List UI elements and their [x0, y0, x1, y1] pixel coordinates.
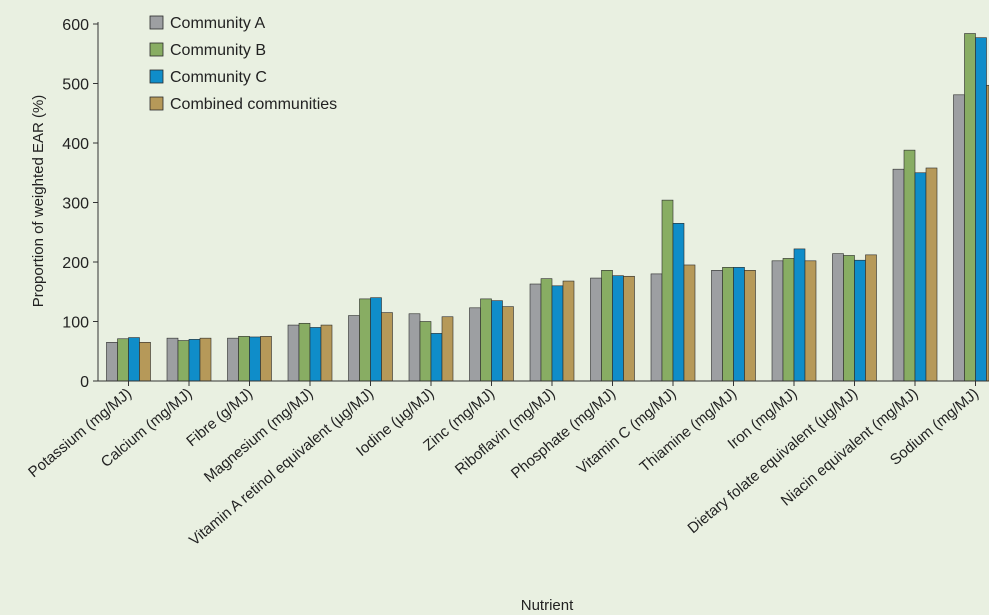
legend-label: Combined communities	[170, 96, 337, 113]
bar	[381, 312, 393, 382]
bar	[623, 275, 635, 382]
bar	[744, 270, 756, 382]
y-axis-title: Proportion of weighted EAR (%)	[30, 95, 47, 308]
bar	[298, 322, 311, 382]
bar	[408, 313, 421, 382]
bar	[854, 259, 866, 382]
bar	[529, 283, 542, 382]
bar	[771, 260, 784, 382]
legend-label: Community A	[170, 15, 265, 32]
bar	[562, 280, 575, 382]
bar	[430, 333, 443, 382]
x-axis-title: Nutrient	[521, 597, 574, 614]
legend-label: Community B	[170, 42, 266, 59]
bar	[672, 223, 685, 382]
bar	[722, 267, 734, 382]
bar	[348, 315, 360, 382]
x-tick-label: Phosphate (mg/MJ)	[508, 385, 619, 482]
bar	[650, 273, 663, 382]
y-axis: 0 100 200 300 400 500 600	[62, 17, 99, 391]
bar	[601, 270, 613, 382]
bar	[260, 336, 272, 382]
legend-swatch	[149, 69, 164, 84]
bar	[287, 324, 300, 382]
bar	[551, 285, 564, 382]
bar	[953, 94, 965, 382]
bar	[661, 199, 674, 382]
bar	[139, 342, 151, 382]
bar	[612, 275, 624, 382]
bar	[711, 270, 723, 382]
bar	[370, 297, 382, 382]
bar	[227, 337, 239, 382]
bar	[249, 336, 261, 382]
bar	[502, 306, 514, 382]
bar	[590, 277, 602, 382]
bar	[914, 172, 927, 382]
legend-label: Community C	[170, 69, 267, 86]
bar	[843, 255, 855, 382]
y-tick-label: 200	[62, 255, 89, 272]
bar	[177, 340, 190, 382]
bar	[903, 149, 916, 382]
bar	[892, 168, 905, 382]
legend-swatch	[149, 42, 164, 57]
x-tick-label: Potassium (mg/MJ)	[25, 385, 135, 481]
x-axis: Potassium (mg/MJ)Calcium (mg/MJ)Fibre (g…	[25, 380, 989, 549]
bar	[540, 278, 553, 382]
bar	[804, 260, 817, 382]
legend-swatch	[149, 15, 164, 30]
bars	[106, 33, 989, 382]
x-tick-label: Magnesium (mg/MJ)	[201, 385, 317, 486]
y-tick-label: 100	[62, 315, 89, 332]
bar	[480, 298, 492, 382]
legend-swatch	[149, 96, 164, 111]
bar	[733, 267, 745, 382]
legend: Community A Community B Community C Combine…	[149, 15, 337, 113]
bar	[793, 248, 806, 382]
bar	[166, 337, 179, 382]
y-tick-label: 500	[62, 77, 89, 94]
bar	[491, 300, 503, 382]
bar	[832, 253, 844, 382]
x-tick-label: Vitamin C (mg/MJ)	[574, 385, 680, 478]
bar	[441, 316, 454, 382]
bar	[865, 254, 877, 382]
bar	[128, 337, 140, 382]
bar	[975, 37, 987, 382]
bar	[238, 336, 250, 382]
y-tick-label: 0	[80, 374, 89, 391]
y-tick-label: 600	[62, 17, 89, 34]
y-tick-label: 300	[62, 196, 89, 213]
bar	[419, 321, 432, 382]
y-tick-label: 400	[62, 136, 89, 153]
bar	[925, 167, 938, 382]
bar	[106, 342, 118, 382]
bar	[320, 324, 333, 382]
bar	[309, 327, 322, 382]
bar	[683, 264, 696, 382]
bar	[469, 307, 481, 382]
bar	[964, 33, 976, 382]
bar	[199, 337, 212, 382]
bar	[782, 258, 795, 382]
x-tick-label: Riboflavin (mg/MJ)	[452, 385, 559, 478]
bar	[359, 298, 371, 382]
bar	[117, 338, 129, 382]
bar	[188, 339, 201, 382]
